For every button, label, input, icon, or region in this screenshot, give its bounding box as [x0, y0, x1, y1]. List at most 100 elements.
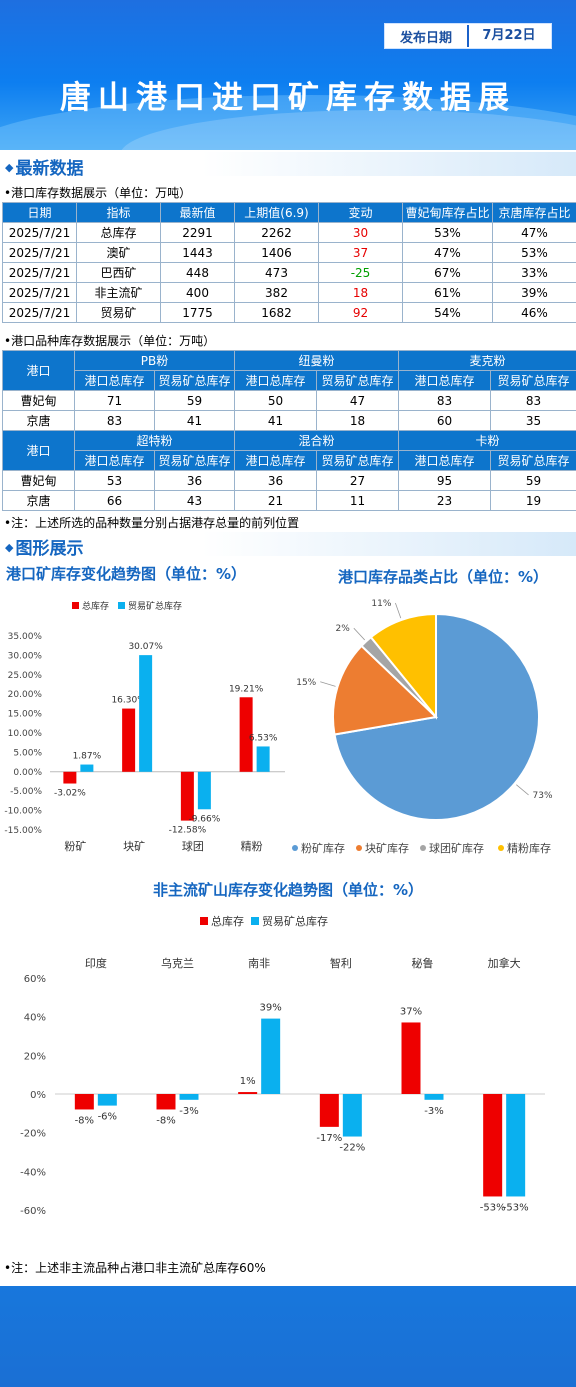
table-cell: 1775	[160, 302, 235, 323]
chart1-title: 港口矿库存变化趋势图（单位：%）	[6, 565, 247, 583]
category-label: 南非	[248, 957, 270, 970]
table-row: 曹妃甸 53 36 36 27 95 59	[2, 470, 576, 491]
variety-header-cell: 超特粉	[73, 430, 236, 451]
table-cell: 2291	[160, 222, 235, 243]
table-cell: 2025/7/21	[2, 242, 77, 263]
data-label: 16.30%	[111, 696, 146, 706]
table-cell: 59	[490, 470, 576, 491]
data-label: -17%	[316, 1133, 342, 1144]
legend-swatch	[420, 845, 426, 851]
category-label: 秘鲁	[412, 956, 434, 970]
data-label: -53%	[503, 1202, 529, 1213]
header-cell: 曹妃甸库存占比	[402, 202, 493, 223]
variety-header-cell: PB粉	[73, 350, 236, 371]
table-cell: 53	[74, 470, 155, 491]
legend-label: 球团矿库存	[429, 841, 484, 855]
data-label: 6.53%	[249, 733, 278, 743]
legend-label: 总库存	[211, 914, 244, 928]
data-label: 30.07%	[128, 642, 163, 652]
table-cell: 95	[398, 470, 492, 491]
table-cell: 1406	[234, 242, 319, 263]
change-cell: 18	[318, 282, 403, 303]
slice-label: 2%	[336, 624, 351, 634]
table-cell: 京唐	[2, 490, 75, 511]
y-tick-label: -15.00%	[4, 826, 42, 836]
slice-label: 73%	[533, 791, 553, 801]
bar	[180, 771, 194, 821]
table-cell: 贸易矿	[76, 302, 161, 323]
bar	[197, 771, 211, 810]
chart3-title: 非主流矿山库存变化趋势图（单位：%）	[152, 881, 424, 899]
table-cell: 2025/7/21	[2, 222, 77, 243]
bar	[506, 1094, 526, 1197]
table-cell: 23	[398, 490, 492, 511]
variety-header-cell: 卡粉	[398, 430, 576, 451]
legend-swatch	[200, 917, 208, 925]
table-cell: 非主流矿	[76, 282, 161, 303]
table-cell: 2025/7/21	[2, 262, 77, 283]
bar	[74, 1094, 94, 1110]
publish-date-box: 发布日期 7月22日	[384, 23, 552, 49]
table1-caption: •港口库存数据展示（单位：万吨）	[4, 186, 192, 200]
bar	[319, 1094, 339, 1127]
bar	[63, 771, 77, 784]
sub-header-cell: 港口总库存	[74, 370, 155, 391]
change-cell: 92	[318, 302, 403, 323]
table-cell: 83	[490, 390, 576, 411]
table-cell: 47	[316, 390, 400, 411]
legend-swatch	[356, 845, 362, 851]
sub-header-cell: 港口总库存	[234, 370, 318, 391]
table-cell: 曹妃甸	[2, 470, 75, 491]
sub-header-cell: 港口总库存	[234, 450, 318, 471]
section-title: 图形展示	[5, 534, 83, 559]
data-label: -53%	[480, 1202, 506, 1213]
y-tick-label: 25.00%	[8, 671, 43, 681]
sub-header-cell: 贸易矿总库存	[316, 450, 400, 471]
category-label: 印度	[85, 956, 107, 970]
bar	[424, 1094, 444, 1100]
port-ore-trend-chart: 总库存 贸易矿总库存 35.00% 30.00% 25.00% 20.00% 15.00% 1…	[4, 600, 285, 853]
legend-swatch	[498, 845, 504, 851]
table-note: •注：上述所选的品种数量分别占据港存总量的前列位置	[4, 516, 300, 530]
table-group-header-row: 港口 PB粉 纽曼粉 麦克粉	[2, 350, 576, 391]
table-cell: 1682	[234, 302, 319, 323]
header-cell: 日期	[2, 202, 77, 223]
data-label: -8%	[75, 1115, 94, 1126]
data-label: -9.66%	[188, 814, 220, 824]
table-row: 曹妃甸 71 59 50 47 83 83	[2, 390, 576, 411]
variety-inventory-table: 港口 PB粉 纽曼粉 麦克粉 港口总库存 贸易矿总库存 港口总库存 贸易矿总库存 港口总库存 贸易…	[2, 350, 576, 511]
category-label: 加拿大	[488, 956, 521, 970]
bar	[261, 1018, 281, 1094]
pie-slice	[369, 612, 437, 720]
table-cell: 36	[234, 470, 318, 491]
table-row: 2025/7/21 非主流矿 400 382 18 61% 39%	[2, 282, 576, 303]
bar	[122, 708, 136, 772]
table-cell: 46%	[492, 302, 576, 323]
table-cell: 21	[234, 490, 318, 511]
x-tick-label: 粉矿	[64, 840, 86, 853]
header-cell: 指标	[76, 202, 161, 223]
chart2-title: 港口库存品类占比（单位：%）	[338, 568, 549, 586]
legend-swatch	[292, 845, 298, 851]
table-cell: 83	[74, 410, 155, 431]
table-cell: 2262	[234, 222, 319, 243]
table-cell: 曹妃甸	[2, 390, 75, 411]
table-cell: 2025/7/21	[2, 282, 77, 303]
header-cell: 变动	[318, 202, 403, 223]
publish-date-label: 发布日期	[399, 30, 452, 46]
data-label: 1%	[240, 1076, 256, 1087]
legend-swatch	[72, 602, 79, 609]
bar	[256, 746, 270, 772]
table-cell: 27	[316, 470, 400, 491]
change-cell: 30	[318, 222, 403, 243]
inventory-share-pie-chart: 73% 15% 2% 11% 粉矿库存 块矿库存 球团矿库存 精粉库存	[292, 599, 553, 855]
table-cell: 36	[153, 470, 236, 491]
table-cell: 19	[490, 490, 576, 511]
footer-band	[0, 1286, 576, 1387]
data-label: 1.87%	[73, 752, 102, 762]
x-tick-label: 球团	[182, 839, 204, 853]
table-row: 京唐 83 41 41 18 60 35	[2, 410, 576, 431]
sub-header-cell: 贸易矿总库存	[316, 370, 400, 391]
table-cell: 澳矿	[76, 242, 161, 263]
table2-caption: •港口品种库存数据展示（单位：万吨）	[4, 334, 216, 348]
